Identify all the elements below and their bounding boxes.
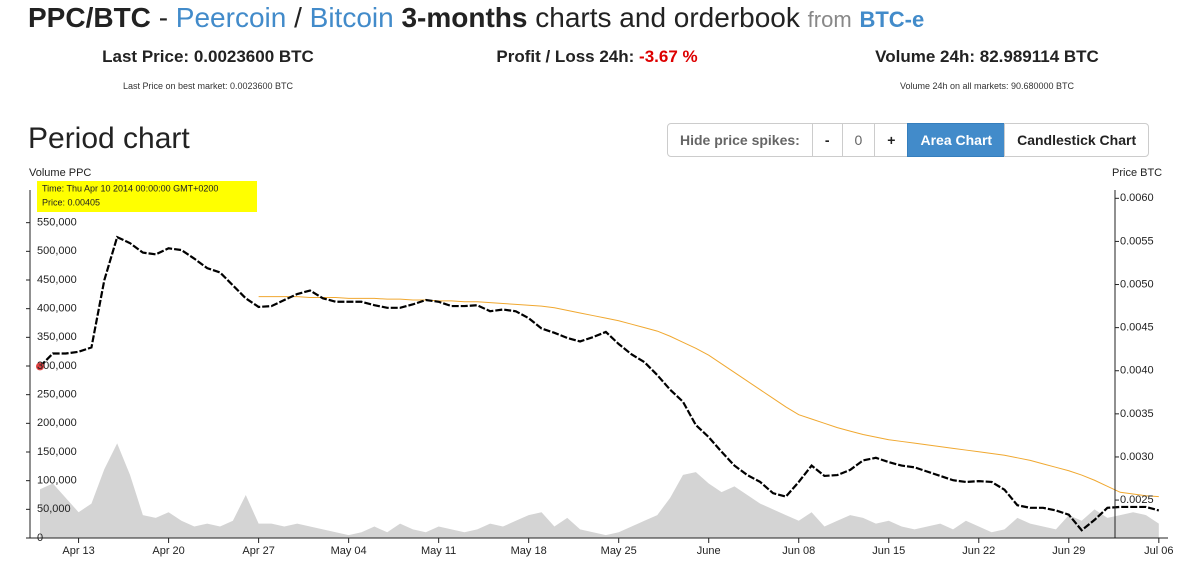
y-tick-label: 350,000 <box>37 331 77 343</box>
y-tick-label: 250,000 <box>37 389 77 401</box>
x-tick-label: Apr 13 <box>62 545 94 557</box>
separator: - <box>158 2 169 33</box>
area-chart-button[interactable]: Area Chart <box>907 123 1006 157</box>
page-title: PPC/BTC - Peercoin / Bitcoin 3-months ch… <box>28 2 924 34</box>
x-tick-label: Jun 15 <box>872 545 905 557</box>
y2-tick-label: 0.0030 <box>1120 451 1154 463</box>
title-rest: charts and orderbook <box>535 2 800 33</box>
price-line <box>39 235 1160 532</box>
y2-tick-label: 0.0055 <box>1120 235 1154 247</box>
candlestick-button[interactable]: Candlestick Chart <box>1004 123 1150 157</box>
stat-label: Volume 24h: <box>875 47 975 66</box>
y2-tick-label: 0.0040 <box>1120 365 1154 377</box>
stat: Profit / Loss 24h: -3.67 % <box>397 47 797 67</box>
x-tick-label: Jun 08 <box>782 545 815 557</box>
tooltip-price: Price: 0.00405 <box>42 197 100 207</box>
y-tick-label: 550,000 <box>37 217 77 229</box>
stat-note: Last Price on best market: 0.0023600 BTC <box>122 81 294 91</box>
average-line <box>258 296 1159 498</box>
y2-tick-label: 0.0025 <box>1120 494 1154 506</box>
x-tick-label: May 04 <box>331 545 367 557</box>
x-tick-label: May 18 <box>511 545 547 557</box>
y-tick-label: 50,000 <box>37 503 71 515</box>
tooltip <box>37 181 257 212</box>
stat-value: 82.989114 BTC <box>979 47 1099 66</box>
y-tick-label: 0 <box>37 532 43 544</box>
y-tick-label: 100,000 <box>37 475 77 487</box>
coin-link[interactable]: Peercoin <box>175 2 287 33</box>
hover-dot <box>36 362 44 371</box>
y-tick-label: 200,000 <box>37 417 77 429</box>
y-tick-label: 450,000 <box>37 274 77 286</box>
y-tick-label: 150,000 <box>37 446 77 458</box>
x-tick-label: Apr 20 <box>152 545 184 557</box>
section-title: Period chart <box>28 122 190 155</box>
x-tick-label: Jun 22 <box>962 545 995 557</box>
x-tick-label: Apr 27 <box>242 545 274 557</box>
y-tick-label: 300,000 <box>37 360 77 372</box>
stat-value: 0.0023600 BTC <box>193 47 314 66</box>
base-link[interactable]: Bitcoin <box>309 2 394 33</box>
controls: Hide price spikes: - 0 + Area Chart Cand… <box>667 123 1150 157</box>
y2-axis-label: Price BTC <box>1112 167 1162 179</box>
stat-note: Volume 24h on all markets: 90.680000 BTC <box>899 81 1075 91</box>
y2-tick-label: 0.0060 <box>1120 192 1154 204</box>
plus-button[interactable]: + <box>874 123 909 157</box>
tooltip-time: Time: Thu Apr 10 2014 00:00:00 GMT+0200 <box>42 183 218 193</box>
y-axis-label: Volume PPC <box>29 167 91 179</box>
x-tick-label: May 25 <box>601 545 637 557</box>
stat: Last Price: 0.0023600 BTC <box>8 47 408 67</box>
x-tick-label: Jul 06 <box>1144 545 1173 557</box>
stat-label: Last Price: <box>102 47 190 66</box>
from: from <box>807 7 852 32</box>
x-tick-label: June <box>697 545 721 557</box>
y2-tick-label: 0.0045 <box>1120 322 1154 334</box>
x-tick-label: Jun 29 <box>1052 545 1085 557</box>
exchange-link[interactable]: BTC-e <box>859 7 925 32</box>
y-tick-label: 400,000 <box>37 303 77 315</box>
stat-value: -3.67 % <box>639 47 698 66</box>
x-tick-label: May 11 <box>421 545 456 557</box>
stat: Volume 24h: 82.989114 BTC <box>787 47 1178 67</box>
stat-label: Profit / Loss 24h: <box>496 47 635 66</box>
y2-tick-label: 0.0050 <box>1120 278 1154 290</box>
separator: / <box>294 2 302 33</box>
volume-area <box>40 443 1159 538</box>
period: 3-months <box>401 2 528 33</box>
pair: PPC/BTC <box>28 2 151 33</box>
y-tick-label: 500,000 <box>37 245 77 257</box>
y2-tick-label: 0.0035 <box>1120 408 1154 420</box>
